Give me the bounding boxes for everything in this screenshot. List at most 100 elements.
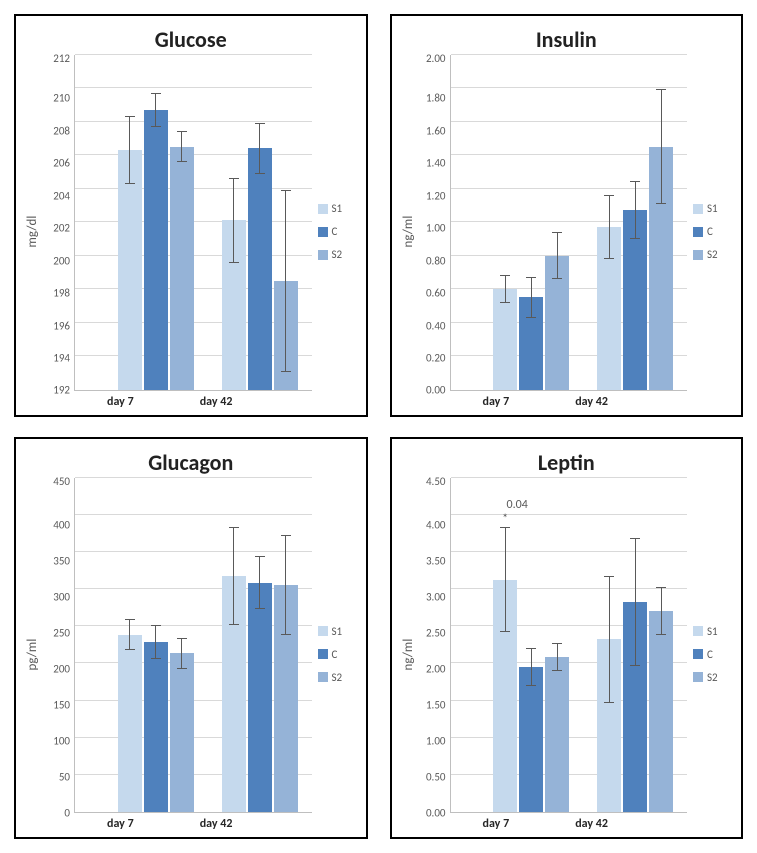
legend-label: S2 <box>332 671 343 684</box>
y-tick: 2.00 <box>418 53 446 64</box>
legend-item-c: C <box>318 648 358 661</box>
error-cap <box>151 93 161 94</box>
x-tick-label: day 42 <box>575 395 608 409</box>
y-tick: 4.50 <box>418 476 446 487</box>
legend-label: S2 <box>707 671 718 684</box>
y-tick: 3.50 <box>418 555 446 566</box>
error-cap <box>604 258 614 259</box>
y-tick: 198 <box>42 288 70 299</box>
legend-swatch <box>693 626 703 636</box>
error-bar <box>285 190 286 371</box>
chart-body: ng/ml2.001.801.601.401.201.000.800.600.4… <box>400 55 734 409</box>
y-tick: 0.20 <box>418 352 446 363</box>
y-tick: 0.50 <box>418 771 446 782</box>
significance-star: * <box>502 512 508 526</box>
error-cap <box>656 587 666 588</box>
error-bar <box>609 576 610 703</box>
legend-item-c: C <box>693 225 733 238</box>
error-bar <box>129 116 130 183</box>
y-tick: 210 <box>42 93 70 104</box>
y-tick: 0 <box>42 807 70 818</box>
legend-swatch <box>318 649 328 659</box>
y-tick: 208 <box>42 125 70 136</box>
legend-label: C <box>707 225 713 238</box>
y-tick: 204 <box>42 190 70 201</box>
y-axis-label: mg/dl <box>24 55 42 409</box>
x-tick-label: day 42 <box>575 817 608 831</box>
error-cap <box>552 670 562 671</box>
y-axis-ticks: 4.504.003.503.002.502.001.501.000.500.00 <box>418 478 450 814</box>
y-tick: 1.80 <box>418 93 446 104</box>
legend-label: S1 <box>707 202 718 215</box>
legend-label: S1 <box>707 625 718 638</box>
error-cap <box>500 302 510 303</box>
error-cap <box>125 183 135 184</box>
chart-body: ng/ml4.504.003.503.002.502.001.501.000.5… <box>400 478 734 832</box>
y-tick: 0.80 <box>418 255 446 266</box>
error-bar <box>661 587 662 635</box>
error-bar <box>285 535 286 635</box>
error-cap <box>526 277 536 278</box>
y-tick: 0.00 <box>418 385 446 396</box>
legend-item-s2: S2 <box>318 248 358 261</box>
error-cap <box>177 161 187 162</box>
error-bar <box>531 648 532 685</box>
error-cap <box>526 648 536 649</box>
error-cap <box>526 685 536 686</box>
y-tick: 2.00 <box>418 663 446 674</box>
y-axis-label: ng/ml <box>400 478 418 832</box>
error-cap <box>552 643 562 644</box>
chart-title: Insulin <box>400 26 734 53</box>
chart-body: mg/dl212210208206204202200198196194192da… <box>24 55 358 409</box>
y-tick: 1.20 <box>418 190 446 201</box>
legend-swatch <box>693 649 703 659</box>
y-tick: 0.60 <box>418 288 446 299</box>
error-cap <box>177 638 187 639</box>
error-bar <box>557 644 558 671</box>
legend: S1CS2 <box>312 55 358 409</box>
panel-glucose: Glucosemg/dl2122102082062042022001981961… <box>14 14 368 417</box>
error-cap <box>281 535 291 536</box>
panel-leptin: Leptinng/ml4.504.003.503.002.502.001.501… <box>390 437 744 840</box>
legend-swatch <box>318 250 328 260</box>
bar-c <box>144 110 168 390</box>
error-bar <box>155 93 156 127</box>
error-bar <box>505 528 506 632</box>
error-bar <box>635 182 636 239</box>
y-tick: 4.00 <box>418 519 446 530</box>
x-tick-label: day 7 <box>107 395 134 409</box>
error-bar <box>259 123 260 173</box>
y-tick: 202 <box>42 223 70 234</box>
error-cap <box>125 619 135 620</box>
legend-swatch <box>693 250 703 260</box>
y-tick: 450 <box>42 476 70 487</box>
chart-body: pg/ml450400350300250200150100500day 7day… <box>24 478 358 832</box>
bar-s2 <box>170 147 194 390</box>
legend-swatch <box>318 626 328 636</box>
error-cap <box>151 126 161 127</box>
error-cap <box>281 634 291 635</box>
plot-area <box>450 55 688 391</box>
chart-title: Glucose <box>24 26 358 53</box>
y-tick: 0.40 <box>418 320 446 331</box>
legend-item-c: C <box>693 648 733 661</box>
x-tick-label: day 42 <box>200 817 233 831</box>
bar-s2 <box>545 657 569 812</box>
legend-swatch <box>318 204 328 214</box>
y-axis-label: ng/ml <box>400 55 418 409</box>
y-axis-ticks: 450400350300250200150100500 <box>42 478 74 814</box>
error-cap <box>656 203 666 204</box>
error-cap <box>229 527 239 528</box>
bar-c <box>519 667 543 812</box>
legend-label: S2 <box>707 248 718 261</box>
error-cap <box>630 665 640 666</box>
y-tick: 100 <box>42 735 70 746</box>
error-cap <box>630 238 640 239</box>
error-cap <box>151 658 161 659</box>
legend-item-c: C <box>318 225 358 238</box>
legend-label: S1 <box>332 625 343 638</box>
error-cap <box>630 181 640 182</box>
legend-swatch <box>693 672 703 682</box>
plot-area <box>74 478 312 814</box>
bar-s2 <box>649 611 673 812</box>
